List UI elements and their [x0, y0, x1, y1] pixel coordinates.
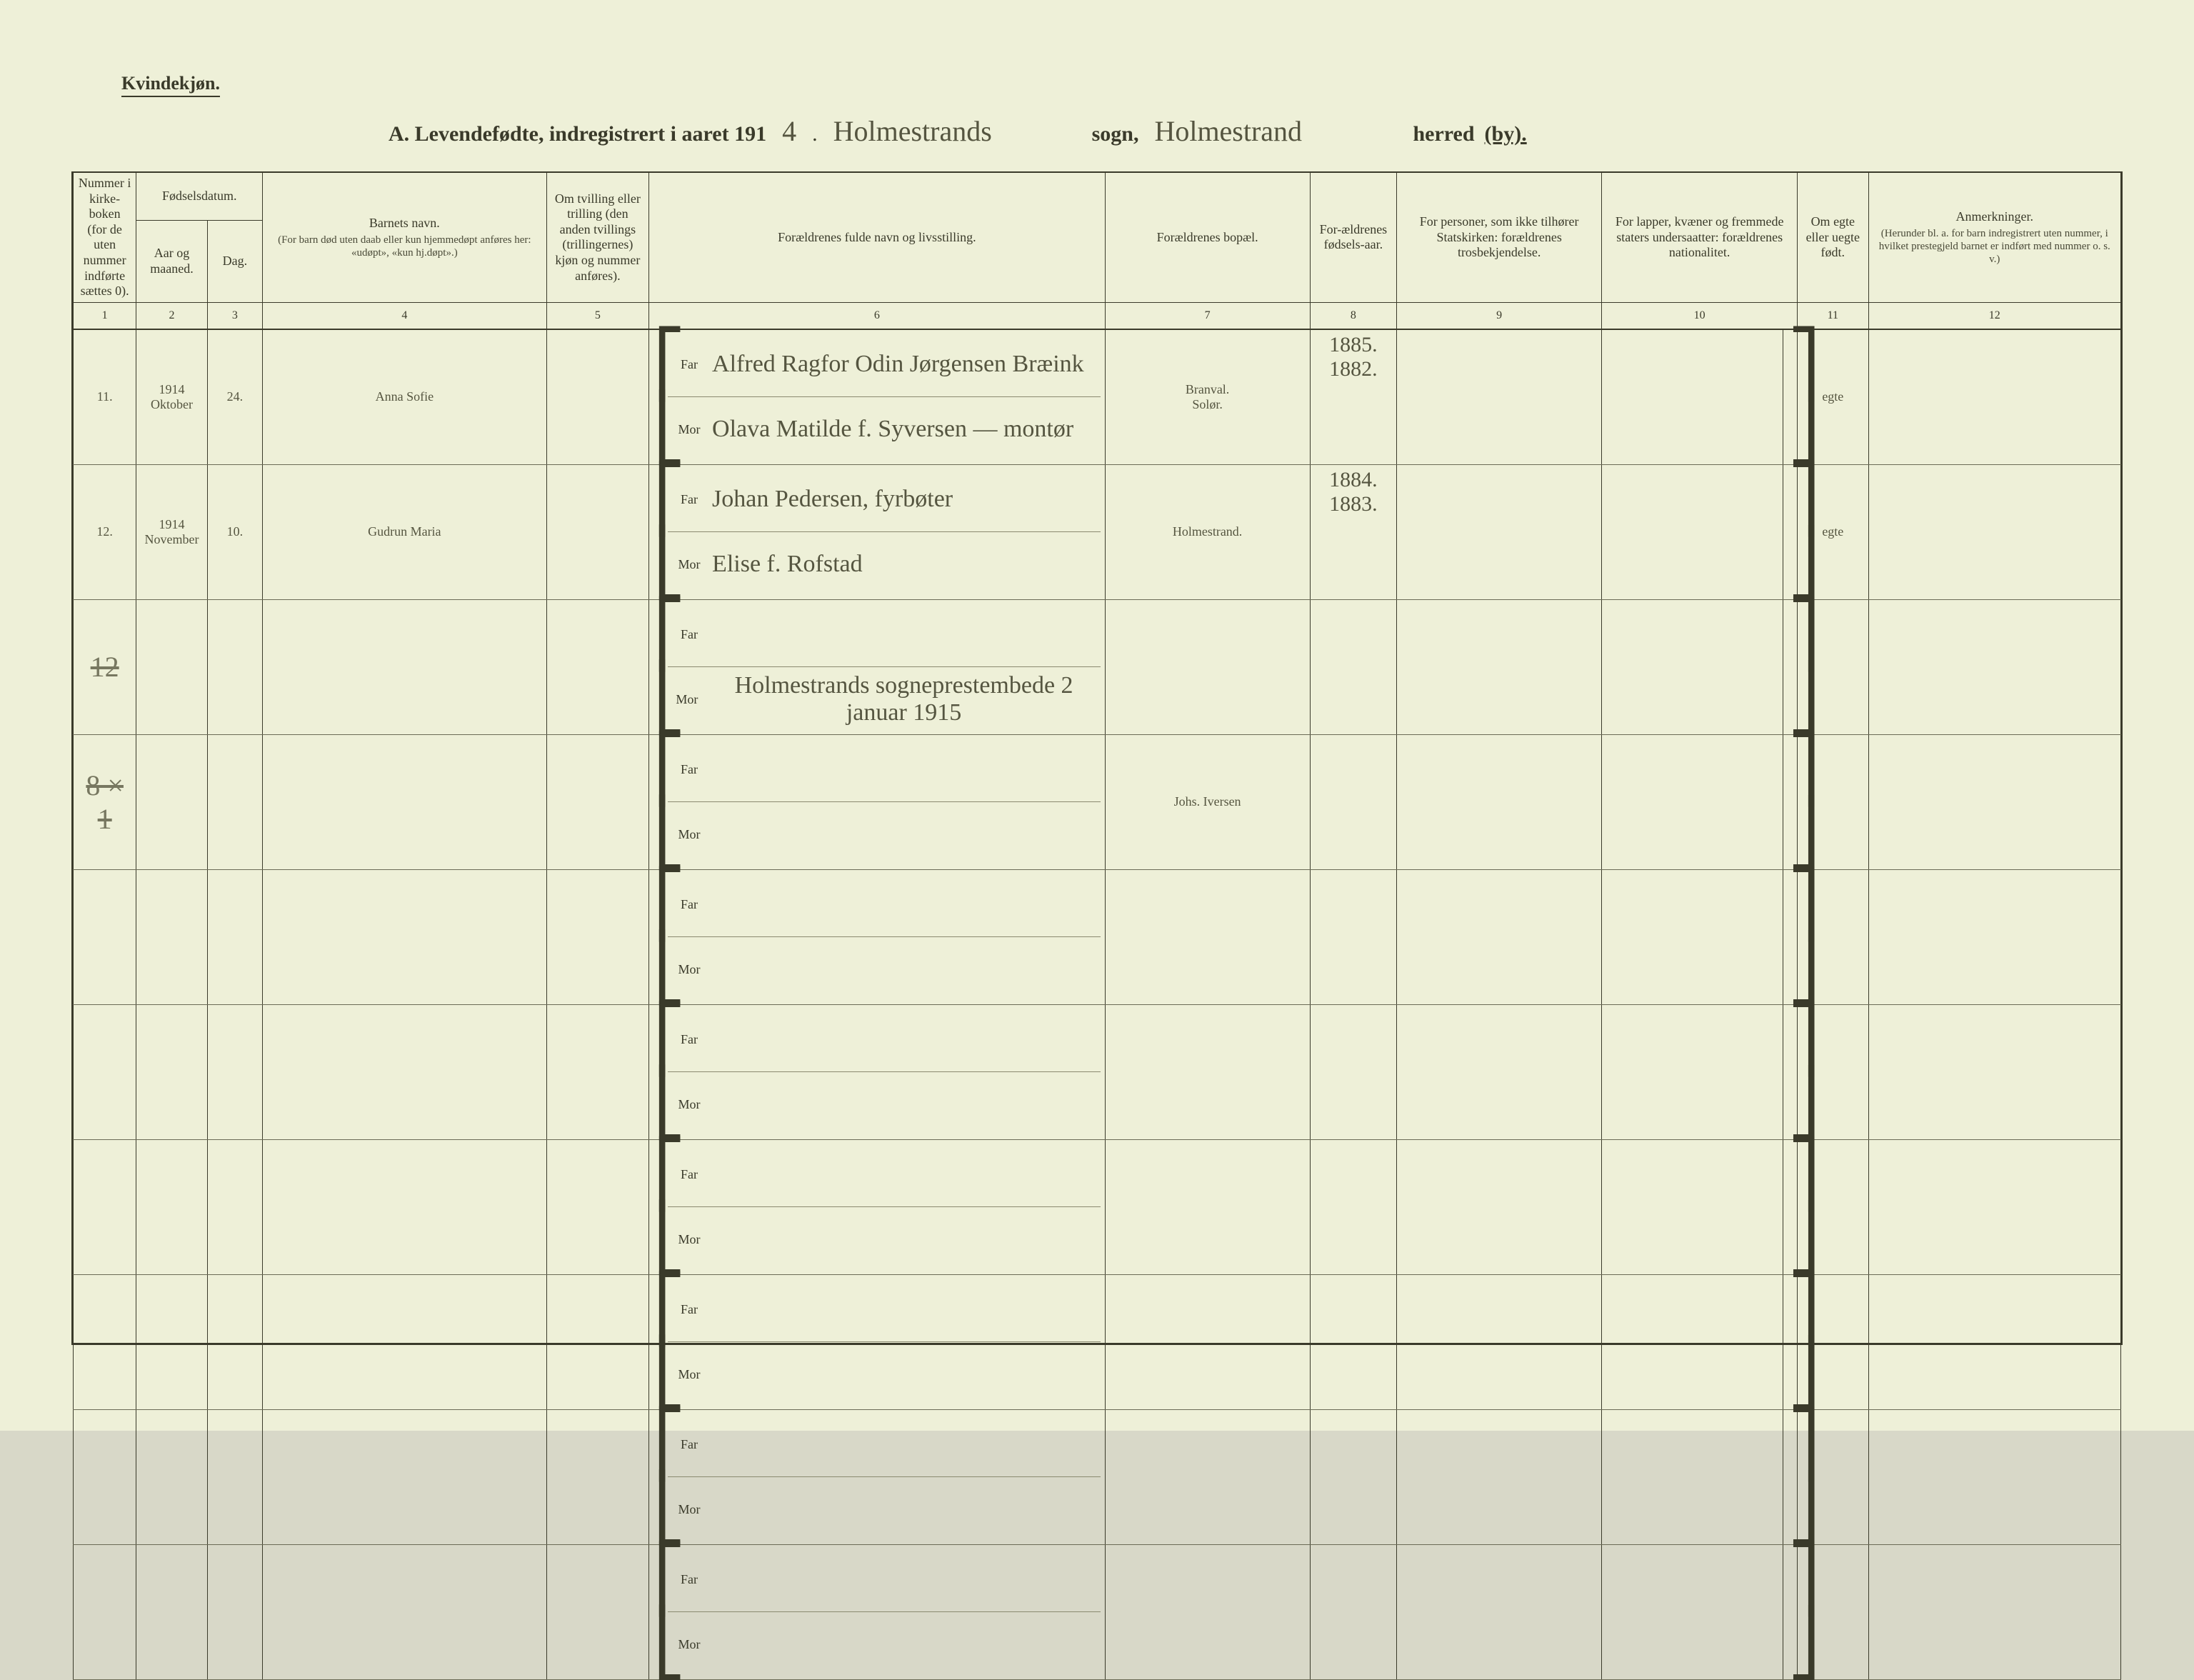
- struck-number: 8 × 1: [86, 769, 124, 835]
- colnum: 11: [1798, 302, 1868, 329]
- attestation-row: 12 ⎡⎣ Far MorHolmestrands sogneprestembe…: [74, 599, 2121, 734]
- col-6-header: Forældrenes bopæl.: [1105, 173, 1310, 302]
- title-prefix: A. Levendefødte, indregistrert i aaret 1…: [389, 122, 766, 146]
- residence: Holmestrand.: [1105, 464, 1310, 599]
- entry-year-month: 1914 Oktober: [136, 329, 207, 465]
- table-row-empty: ⎡⎣ FarMor ⎤⎦: [74, 1544, 2121, 1679]
- col-4-header: Om tvilling eller trilling (den anden tv…: [546, 173, 649, 302]
- colnum: 10: [1602, 302, 1798, 329]
- religion-cell: [1397, 329, 1602, 465]
- table-row-empty: ⎡⎣ FarMor ⎤⎦: [74, 1139, 2121, 1274]
- table-row-empty: ⎡⎣ FarMor ⎤⎦: [74, 869, 2121, 1004]
- colnum: 5: [546, 302, 649, 329]
- herred-label: herred: [1413, 122, 1474, 146]
- table-row: 12. 1914 November 10. Gudrun Maria ⎡⎣ Fa…: [74, 464, 2121, 599]
- bracket-right: ⎤⎦: [1783, 464, 1798, 599]
- remarks-cell: [1868, 464, 2121, 599]
- table-row-empty: ⎡⎣ FarMor ⎤⎦: [74, 1274, 2121, 1409]
- entry-number: 11.: [74, 329, 136, 465]
- entry-day: 24.: [207, 329, 262, 465]
- col-10-header: Om egte eller uegte født.: [1798, 173, 1868, 302]
- col-8-header: For personer, som ikke tilhører Statskir…: [1397, 173, 1602, 302]
- attestation-row: 8 × 1 ⎡⎣ Far Mor Johs. Iversen ⎤⎦: [74, 734, 2121, 869]
- by-label: (by).: [1485, 122, 1527, 146]
- twin-cell: [546, 464, 649, 599]
- colnum: 2: [136, 302, 207, 329]
- col-11-header: Anmerkninger. (Herunder bl. a. for barn …: [1868, 173, 2121, 302]
- remarks-cell: [1868, 329, 2121, 465]
- sogn-value: Holmestrands: [828, 114, 1082, 148]
- bracket-right: ⎤⎦: [1783, 329, 1798, 465]
- signature: Johs. Iversen: [1105, 734, 1310, 869]
- entry-day: 10.: [207, 464, 262, 599]
- page-title: A. Levendefødte, indregistrert i aaret 1…: [121, 114, 2073, 148]
- ledger-table: Nummer i kirke-boken (for de uten nummer…: [73, 173, 2121, 1680]
- table-row-empty: ⎡⎣ FarMor ⎤⎦: [74, 1004, 2121, 1139]
- col-7-header: For-ældrenes fødsels-aar.: [1310, 173, 1396, 302]
- herred-value: Holmestrand: [1148, 114, 1403, 148]
- col-1-header: Nummer i kirke-boken (for de uten nummer…: [74, 173, 136, 302]
- col-2b-header: Dag.: [207, 220, 262, 302]
- colnum: 4: [263, 302, 547, 329]
- colnum: 12: [1868, 302, 2121, 329]
- col-3-header: Barnets navn. (For barn død uten daab el…: [263, 173, 547, 302]
- col-2-header: Fødselsdatum.: [136, 173, 263, 220]
- ledger-body: 11. 1914 Oktober 24. Anna Sofie ⎡⎣ FarAl…: [74, 329, 2121, 1680]
- entry-year-month: 1914 November: [136, 464, 207, 599]
- parents-cell: FarJohan Pedersen, fyrbøter MorElise f. …: [663, 464, 1105, 599]
- twin-cell: [546, 329, 649, 465]
- colnum: 3: [207, 302, 262, 329]
- entry-number: 12.: [74, 464, 136, 599]
- gender-label: Kvindekjøn.: [121, 73, 220, 97]
- colnum: 8: [1310, 302, 1396, 329]
- ledger-page: Kvindekjøn. A. Levendefødte, indregistre…: [0, 0, 2194, 1431]
- parents-cell: FarAlfred Ragfor Odin Jørgensen Bræink M…: [663, 329, 1105, 465]
- child-name: Gudrun Maria: [263, 464, 547, 599]
- colnum: 1: [74, 302, 136, 329]
- col-2a-header: Aar og maaned.: [136, 220, 207, 302]
- parent-birth-years: 1885. 1882.: [1310, 329, 1396, 465]
- colnum: 7: [1105, 302, 1310, 329]
- child-name: Anna Sofie: [263, 329, 547, 465]
- title-year: 4: [776, 114, 802, 148]
- attestation-text: Far MorHolmestrands sogneprestembede 2 j…: [663, 599, 1105, 734]
- col-9-header: For lapper, kvæner og fremmede staters u…: [1602, 173, 1798, 302]
- nationality-cell: [1602, 329, 1783, 465]
- colnum: 9: [1397, 302, 1602, 329]
- table-row-empty: ⎡⎣ FarMor ⎤⎦: [74, 1409, 2121, 1544]
- ledger-table-wrap: Nummer i kirke-boken (for de uten nummer…: [71, 171, 2123, 1345]
- sogn-label: sogn,: [1092, 122, 1139, 146]
- colnum: 6: [649, 302, 1105, 329]
- nationality-cell: [1602, 464, 1783, 599]
- table-row: 11. 1914 Oktober 24. Anna Sofie ⎡⎣ FarAl…: [74, 329, 2121, 465]
- col-5-header: Forældrenes fulde navn og livsstilling.: [649, 173, 1105, 302]
- religion-cell: [1397, 464, 1602, 599]
- residence: Branval. Solør.: [1105, 329, 1310, 465]
- struck-number: 12: [91, 651, 119, 683]
- parent-birth-years: 1884. 1883.: [1310, 464, 1396, 599]
- bracket-left: ⎡⎣: [649, 464, 663, 599]
- attestation-signature: Far Mor: [663, 734, 1105, 869]
- bracket-left: ⎡⎣: [649, 329, 663, 465]
